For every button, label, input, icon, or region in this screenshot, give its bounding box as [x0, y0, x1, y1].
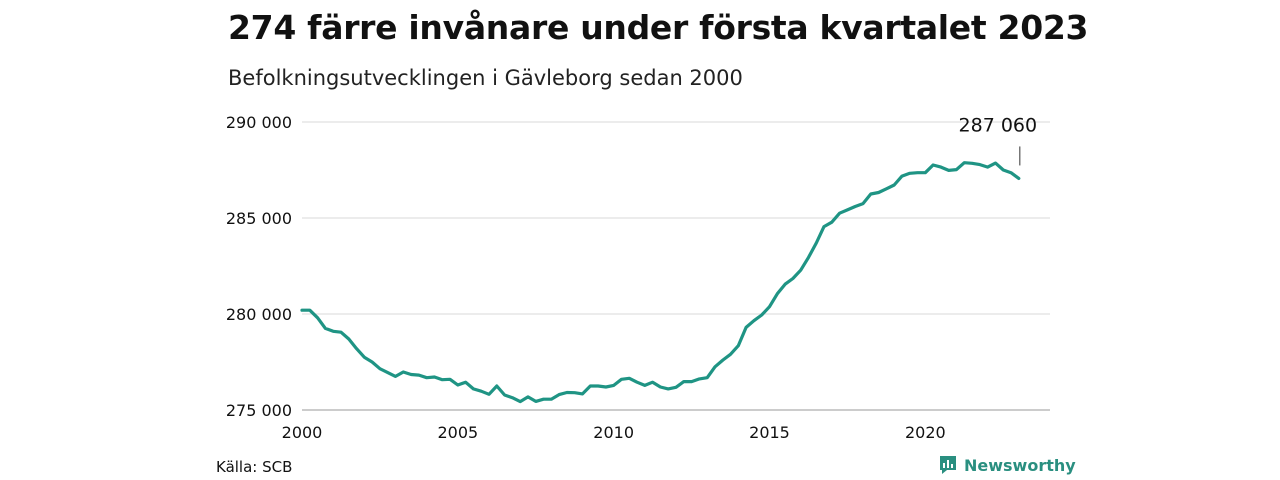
source-credit: Källa: SCB: [216, 458, 293, 476]
y-tick-label: 280 000: [226, 305, 292, 324]
y-axis-ticks: 275 000 280 000 285 000 290 000: [226, 113, 292, 420]
x-tick-label: 2020: [905, 423, 946, 442]
chart-title: 274 färre invånare under första kvartale…: [228, 8, 1089, 47]
y-tick-label: 285 000: [226, 209, 292, 228]
y-tick-label: 275 000: [226, 401, 292, 420]
x-tick-label: 2015: [749, 423, 790, 442]
population-line: [300, 161, 1021, 404]
x-tick-label: 2005: [437, 423, 478, 442]
y-tick-label: 290 000: [226, 113, 292, 132]
brand-name: Newsworthy: [964, 455, 1076, 475]
brand-logo[interactable]: Newsworthy: [938, 455, 1076, 475]
x-axis-ticks: 2000 2005 2010 2015 2020: [282, 423, 946, 442]
x-tick-label: 2000: [282, 423, 323, 442]
newsworthy-logo-icon: [940, 456, 956, 474]
x-tick-label: 2010: [593, 423, 634, 442]
grid-lines: [302, 121, 1050, 411]
chart-subtitle: Befolkningsutvecklingen i Gävleborg seda…: [228, 66, 743, 90]
last-value-label: 287 060: [959, 114, 1038, 136]
